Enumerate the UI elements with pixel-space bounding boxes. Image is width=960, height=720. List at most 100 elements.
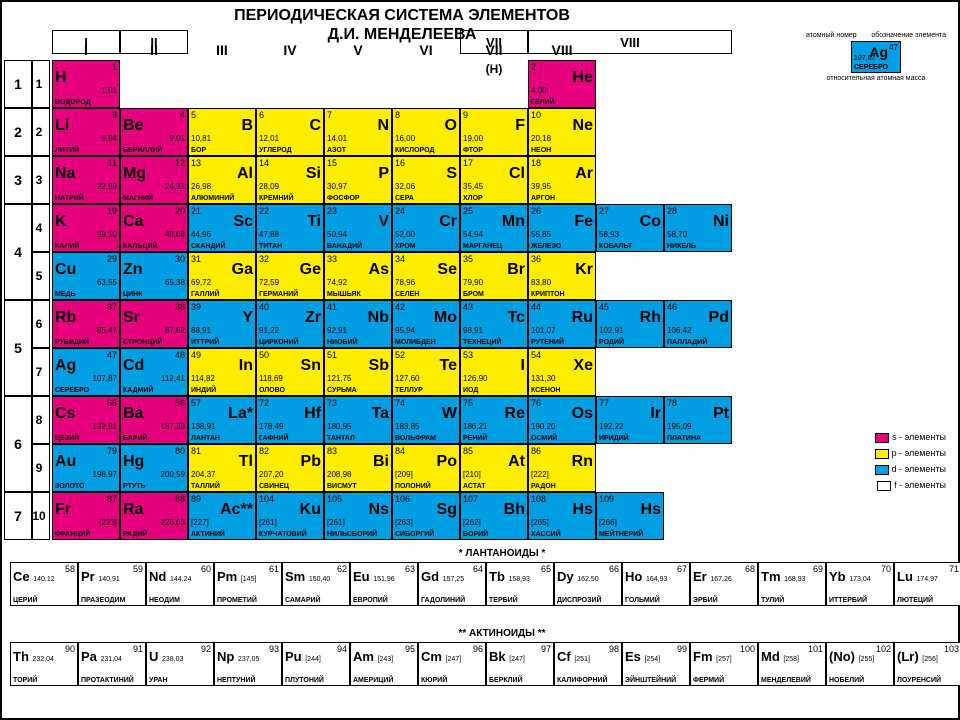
element-cell: 65Tb 158,93ТЕРБИЙ [486, 562, 554, 606]
row-label: 10 [30, 509, 48, 523]
group-label: VI [392, 42, 460, 58]
element-cell: 20Ca40,08КАЛЬЦИЙ [120, 204, 188, 252]
element-cell: 105Ns[261]НИЛЬСБОРИЙ [324, 492, 392, 540]
element-cell: 23V50,94ВАНАДИЙ [324, 204, 392, 252]
element-cell: 86Rn[222]РАДОН [528, 444, 596, 492]
element-cell: 30Zn65,38ЦИНК [120, 252, 188, 300]
element-cell: 40Zr91,22ЦИРКОНИЙ [256, 300, 324, 348]
element-cell: 6C12,01УГЛЕРОД [256, 108, 324, 156]
element-cell: 5B10,81БОР [188, 108, 256, 156]
element-cell: 4Be9,01БЕРИЛЛИЙ [120, 108, 188, 156]
element-cell: 88Ra226,03РАДИЙ [120, 492, 188, 540]
period-label: 5 [6, 340, 30, 356]
element-cell: 63Eu 151,96ЕВРОПИЙ [350, 562, 418, 606]
element-cell: 74W183,85ВОЛЬФРАМ [392, 396, 460, 444]
element-cell: 51Sb121,75СУРЬМА [324, 348, 392, 396]
group-label: II [120, 42, 188, 58]
element-cell: 60Nd 144,24НЕОДИМ [146, 562, 214, 606]
group-label: V [324, 42, 392, 58]
element-cell: 83Bi208,98ВИСМУТ [324, 444, 392, 492]
element-cell: 67Ho 164,93ГОЛЬМИЙ [622, 562, 690, 606]
element-cell: 56Ba137,33БАРИЙ [120, 396, 188, 444]
element-cell: 76Os190,20ОСМИЙ [528, 396, 596, 444]
element-cell: 31Ga69,72ГАЛЛИЙ [188, 252, 256, 300]
element-cell: 101Md [258]МЕНДЕЛЕВИЙ [758, 642, 826, 686]
element-cell: 109Hs[266]МЕЙТНЕРИЙ [596, 492, 664, 540]
element-cell: 58Ce 140,12ЦЕРИЙ [10, 562, 78, 606]
element-cell: 16S32,06СЕРА [392, 156, 460, 204]
element-cell: 37Rb85,47РУБИДИЙ [52, 300, 120, 348]
element-cell: 80Hg200,59РТУТЬ [120, 444, 188, 492]
element-cell: 45Rh102,91РОДИЙ [596, 300, 664, 348]
element-cell: 87Fr[223]ФРАНЦИЙ [52, 492, 120, 540]
element-cell: 95Am [243]АМЕРИЦИЙ [350, 642, 418, 686]
row-label: 9 [30, 461, 48, 475]
h-note: (H) [460, 62, 528, 76]
element-cell: 68Er 167,26ЭРБИЙ [690, 562, 758, 606]
element-cell: 48Cd112,41КАДМИЙ [120, 348, 188, 396]
element-cell: 75Re186,21РЕНИЙ [460, 396, 528, 444]
element-cell: 55Cs132,91ЦЕЗИЙ [52, 396, 120, 444]
element-cell: 97Bk [247]БЕРКЛИЙ [486, 642, 554, 686]
period-label: 1 [6, 76, 30, 92]
lanthanides-title: * ЛАНТАНОИДЫ * [62, 548, 942, 559]
element-cell: 33As74,92МЫШЬЯК [324, 252, 392, 300]
element-cell: 71Lu 174,97ЛЮТЕЦИЙ [894, 562, 960, 606]
element-cell: 84Po[209]ПОЛОНИЙ [392, 444, 460, 492]
element-cell: 18Ar39,95АРГОН [528, 156, 596, 204]
element-cell: 103(Lr) [256]ЛОУРЕНСИЙ [894, 642, 960, 686]
element-cell: 66Dy 162,50ДИСПРОЗИЙ [554, 562, 622, 606]
period-label: 2 [6, 124, 30, 140]
periodic-table: ПЕРИОДИЧЕСКАЯ СИСТЕМА ЭЛЕМЕНТОВД.И. МЕНД… [0, 0, 960, 720]
group-label: I [52, 42, 120, 58]
element-cell: 26Fe55,85ЖЕЛЕЗО [528, 204, 596, 252]
element-cell: 93Np 237,05НЕПТУНИЙ [214, 642, 282, 686]
element-cell: 70Yb 173,04ИТТЕРБИЙ [826, 562, 894, 606]
element-cell: 96Cm [247]КЮРИЙ [418, 642, 486, 686]
element-cell: 85At[210]АСТАТ [460, 444, 528, 492]
row-label: 7 [30, 365, 48, 379]
element-cell: 98Cf [251]КАЛИФОРНИЙ [554, 642, 622, 686]
color-key: p - элементы [875, 448, 946, 459]
element-cell: 21Sc44,96СКАНДИЙ [188, 204, 256, 252]
element-cell: 28Ni58,70НИКЕЛЬ [664, 204, 732, 252]
element-cell: 27Co58,93КОБАЛЬТ [596, 204, 664, 252]
element-cell: 36Kr83,80КРИПТОН [528, 252, 596, 300]
legend: атомный номеробозначение элемента47Ag107… [806, 32, 946, 82]
element-cell: 62Sm 150,40САМАРИЙ [282, 562, 350, 606]
element-cell: 2He4,00ГЕЛИЙ [528, 60, 596, 108]
element-cell: 78Pt195,09ПЛАТИНА [664, 396, 732, 444]
group-label: VII [460, 42, 528, 58]
period-label: 3 [6, 172, 30, 188]
period-label: 4 [6, 244, 30, 260]
element-cell: 44Ru101,07РУТЕНИЙ [528, 300, 596, 348]
element-cell: 22Ti47,88ТИТАН [256, 204, 324, 252]
element-cell: 14Si28,09КРЕМНИЙ [256, 156, 324, 204]
element-cell: 89Ac**[227]АКТИНИЙ [188, 492, 256, 540]
element-cell: 15P30,97ФОСФОР [324, 156, 392, 204]
element-cell: 91Pa 231,04ПРОТАКТИНИЙ [78, 642, 146, 686]
element-cell: 39Y88,91ИТТРИЙ [188, 300, 256, 348]
element-cell: 106Sg[263]СИБОРГИЙ [392, 492, 460, 540]
element-cell: 94Pu [244]ПЛУТОНИЙ [282, 642, 350, 686]
row-label: 6 [30, 317, 48, 331]
element-cell: 41Nb92,91НИОБИЙ [324, 300, 392, 348]
element-cell: 73Ta180,95ТАНТАЛ [324, 396, 392, 444]
element-cell: 104Ku[261]КУРЧАТОВИЙ [256, 492, 324, 540]
group-label: VIII [528, 42, 596, 58]
element-cell: 50Sn118,69ОЛОВО [256, 348, 324, 396]
element-cell: 13Al26,98АЛЮМИНИЙ [188, 156, 256, 204]
element-cell: 107Bh[262]БОРИЙ [460, 492, 528, 540]
row-label: 1 [30, 77, 48, 91]
element-cell: 102(No) [255]НОБЕЛИЙ [826, 642, 894, 686]
element-cell: 92U 238,03УРАН [146, 642, 214, 686]
element-cell: 90Th 232,04ТОРИЙ [10, 642, 78, 686]
element-cell: 43Tc98,91ТЕХНЕЦИЙ [460, 300, 528, 348]
element-cell: 25Mn54,94МАРГАНЕЦ [460, 204, 528, 252]
element-cell: 47Ag107,87СЕРЕБРО [52, 348, 120, 396]
element-cell: 8O16,00КИСЛОРОД [392, 108, 460, 156]
element-cell: 53I126,90ИОД [460, 348, 528, 396]
element-cell: 82Pb207,20СВИНЕЦ [256, 444, 324, 492]
element-cell: 46Pd106,42ПАЛЛАДИЙ [664, 300, 732, 348]
element-cell: 77Ir192,22ИРИДИЙ [596, 396, 664, 444]
